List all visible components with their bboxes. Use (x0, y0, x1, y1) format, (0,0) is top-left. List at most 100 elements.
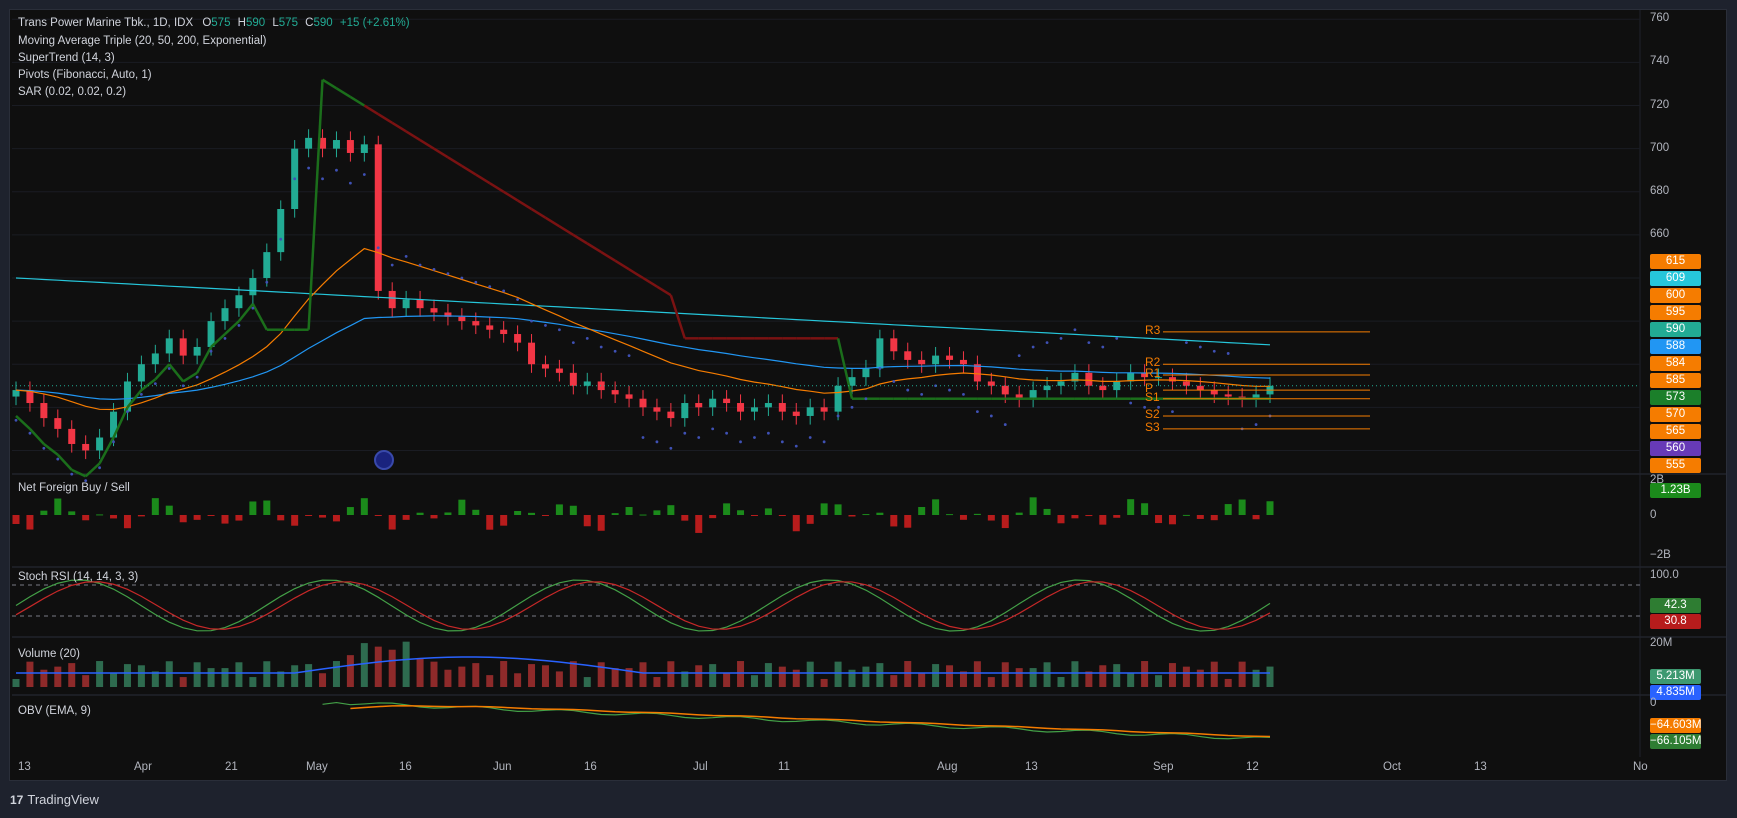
foreign-bar (235, 515, 243, 521)
pane-title-volume[interactable]: Volume (20) (18, 648, 81, 660)
candle-body (639, 398, 647, 408)
sar-dot (279, 237, 283, 241)
sar-dot (321, 177, 324, 181)
candle-body (12, 390, 20, 397)
indicator-ma-triple[interactable]: Moving Average Triple (20, 50, 200, Expo… (18, 35, 267, 47)
foreign-bar (569, 505, 577, 515)
indicator-supertrend[interactable]: SuperTrend (14, 3) (18, 52, 115, 64)
obv-ema-line (350, 704, 1271, 738)
candle-body (528, 342, 536, 365)
volume-tag-0: 5.213M (1650, 669, 1701, 684)
sar-dot (432, 267, 436, 271)
foreign-bar (388, 515, 396, 530)
volume-bar (904, 661, 912, 687)
supertrend-segment (112, 406, 129, 439)
tradingview-logo[interactable]: 17 TradingView (10, 792, 99, 807)
foreign-bar (959, 515, 967, 520)
candle-body (778, 403, 786, 412)
symbol-name[interactable]: Trans Power Marine Tbk., 1D, IDX (18, 17, 194, 29)
candle-body (82, 443, 90, 451)
foreign-tag: 1.23B (1650, 483, 1701, 498)
sar-dot (335, 168, 338, 172)
candle-body (207, 321, 215, 347)
indicator-sar[interactable]: SAR (0.02, 0.02, 0.2) (18, 86, 127, 98)
sar-dot (98, 466, 101, 470)
candle-body (1085, 372, 1093, 386)
candle-body (165, 338, 173, 354)
foreign-bar (277, 515, 285, 521)
volume-bar (1099, 665, 1107, 687)
supertrend-segment (433, 147, 449, 159)
foreign-bar (987, 515, 995, 521)
supertrend-segment (516, 199, 533, 211)
sar-dot (126, 410, 129, 414)
foreign-bar (110, 515, 118, 519)
sar-dot (1059, 336, 1063, 340)
supertrend-segment (503, 190, 519, 202)
sar-dot (808, 436, 812, 439)
foreign-bar (416, 512, 424, 515)
foreign-bar (263, 500, 271, 515)
candle-body (137, 364, 145, 382)
sar-dot (1171, 410, 1174, 414)
pane-title-obv[interactable]: OBV (EMA, 9) (18, 705, 91, 717)
candle-body (346, 140, 354, 153)
supertrend-segment (335, 87, 352, 98)
sar-dot (1087, 341, 1091, 345)
volume-bar (1071, 661, 1079, 687)
volume-bar (709, 664, 717, 687)
candle-body (932, 355, 940, 365)
volume-bar (416, 658, 424, 687)
foreign-bar (820, 503, 828, 515)
volume-bar (193, 662, 201, 687)
volume-bar (235, 662, 243, 687)
time-axis-label: No (1633, 761, 1648, 773)
supertrend-segment (836, 338, 854, 399)
candle-body (890, 338, 898, 352)
foreign-bar (305, 515, 313, 516)
sar-dot (767, 431, 770, 435)
foreign-axis-label: −2B (1650, 549, 1671, 561)
supertrend-segment (475, 173, 491, 185)
indicator-pivots[interactable]: Pivots (Fibonacci, Auto, 1) (18, 69, 152, 81)
volume-bar (862, 666, 870, 687)
foreign-bar (611, 513, 619, 515)
sar-dot (1101, 345, 1105, 349)
foreign-bar (848, 515, 856, 517)
sar-dot (571, 341, 575, 345)
sar-dot (655, 440, 659, 444)
candle-body (1210, 390, 1218, 395)
pane-title-foreign[interactable]: Net Foreign Buy / Sell (18, 482, 130, 494)
foreign-bar (806, 515, 814, 524)
volume-bar (1155, 675, 1163, 687)
foreign-bar (193, 515, 201, 520)
sar-dot (878, 367, 882, 370)
volume-bar (555, 671, 563, 687)
candle-body (876, 338, 884, 369)
foreign-bar (1127, 499, 1135, 515)
foreign-bar (12, 515, 20, 524)
volume-tag-1: 4.835M (1650, 685, 1701, 700)
foreign-bar (1015, 512, 1023, 515)
candle-body (848, 377, 856, 386)
foreign-bar (1168, 515, 1176, 525)
volume-bar (820, 678, 828, 687)
foreign-bar (1252, 515, 1260, 520)
price-axis-label: 660 (1650, 227, 1670, 240)
foreign-bar (123, 515, 131, 529)
price-tag-588: 588 (1650, 339, 1701, 354)
price-tag-609: 609 (1650, 271, 1701, 286)
sar-dot (56, 457, 60, 461)
foreign-bar (346, 507, 354, 515)
sar-dot (140, 392, 143, 396)
supertrend-segment (530, 207, 547, 219)
pane-title-stoch[interactable]: Stoch RSI (14, 14, 3, 3) (18, 571, 139, 583)
sar-dot (836, 414, 840, 418)
candle-body (374, 144, 382, 291)
candle-body (500, 329, 508, 335)
foreign-bar (904, 515, 912, 528)
candle-body (514, 334, 522, 343)
sar-dot (613, 349, 617, 353)
sar-dot (362, 173, 366, 176)
